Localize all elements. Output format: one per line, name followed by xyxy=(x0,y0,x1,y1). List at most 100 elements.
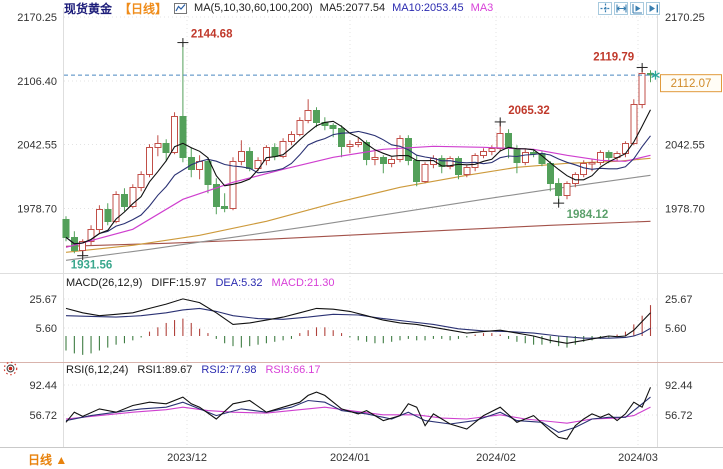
rsi-panel xyxy=(65,387,652,440)
candle-body xyxy=(555,182,563,196)
candle-body xyxy=(621,142,629,154)
x-axis-label: 2024/03 xyxy=(618,452,658,464)
ma200-line xyxy=(65,220,651,247)
chart-toolbar xyxy=(598,2,660,15)
candle-body xyxy=(454,157,462,175)
scroll-play-icon[interactable] xyxy=(630,2,644,15)
candle-body xyxy=(146,146,153,175)
candle-body xyxy=(137,173,145,188)
candle-body xyxy=(354,141,362,145)
axis-tick-label: 92.44 xyxy=(29,380,57,392)
candle-body xyxy=(630,103,638,144)
candle-body xyxy=(463,166,471,175)
candle-body xyxy=(605,151,613,158)
axis-tick-label: 25.67 xyxy=(665,294,693,306)
ma30-value-truncated: MA3 xyxy=(470,2,494,14)
rsi2-value: RSI2:77.98 xyxy=(201,364,257,376)
axis-tick-label: 2170.25 xyxy=(17,12,57,24)
price-annotation: 1931.56 xyxy=(71,260,113,272)
candle-body xyxy=(496,132,504,149)
period-selector[interactable]: 日线 ▲ xyxy=(28,453,68,467)
rsi-header: RSI(6,12,24) RSI1:89.67 RSI2:77.98 RSI3:… xyxy=(66,364,321,376)
candle-body xyxy=(246,150,254,169)
last-price-value: 2112.07 xyxy=(671,78,712,90)
candle-body xyxy=(588,161,596,165)
candle-body xyxy=(62,218,70,238)
axis-tick-label: 2042.55 xyxy=(17,140,57,152)
macd-title: MACD(26,12,9) xyxy=(66,277,143,289)
candle-body xyxy=(379,156,387,164)
price-annotation: 2065.32 xyxy=(508,105,550,117)
candle-body xyxy=(212,183,220,207)
slow-ma-lines xyxy=(65,157,651,261)
axis-tick-label: 1978.70 xyxy=(17,204,57,216)
rsi3-line xyxy=(65,406,651,424)
rsi1-line xyxy=(65,387,652,440)
candle-body xyxy=(129,186,137,207)
fast-ma-lines xyxy=(65,109,651,248)
candle-body xyxy=(563,182,571,196)
last-price-box xyxy=(660,74,722,93)
candle-body xyxy=(388,158,396,164)
candle-body xyxy=(480,150,487,156)
candle-body xyxy=(304,109,312,121)
axis-tick-label: 1978.70 xyxy=(665,204,705,216)
candle-body xyxy=(346,143,354,147)
gridlines: 2170.25 2170.25 2106.40 2042.55 2042.55 1978.… xyxy=(17,12,705,452)
macd-macd-value: MACD:21.30 xyxy=(271,277,335,289)
ma10-line xyxy=(65,130,651,245)
crosshair-icon[interactable] xyxy=(598,2,612,15)
price-annotation: 1984.12 xyxy=(567,209,609,221)
axis-tick-label: 2170.25 xyxy=(665,12,705,24)
jump-end-icon[interactable] xyxy=(646,2,660,15)
axis-tick-label: 2106.40 xyxy=(17,76,57,88)
axis-tick-label: 92.44 xyxy=(665,380,693,392)
candle-body xyxy=(313,109,320,123)
macd-diff-line xyxy=(65,298,651,344)
candle-body xyxy=(287,133,295,142)
candle-body xyxy=(638,72,646,105)
macd-dea-line xyxy=(65,307,651,339)
candle-body xyxy=(179,115,187,158)
candle-body xyxy=(296,119,304,135)
candle-body xyxy=(79,240,87,251)
axis-tick-label: 2042.55 xyxy=(665,140,705,152)
fit-width-icon[interactable] xyxy=(614,2,628,15)
candle-body xyxy=(262,146,270,161)
candle-body xyxy=(329,124,337,129)
candle-body xyxy=(221,205,229,209)
live-indicator-icon xyxy=(2,360,19,382)
axis-tick-label: 56.72 xyxy=(665,410,693,422)
axis-tick-label: 25.67 xyxy=(29,294,57,306)
candle-body xyxy=(87,228,95,242)
candle-body xyxy=(580,162,588,175)
x-axis-label: 2023/12 xyxy=(167,452,207,464)
candle-body xyxy=(162,142,170,153)
time-axis-bar: 日线 ▲ 2023/12 2024/01 2024/02 2024/03 xyxy=(0,447,723,469)
candlestick-series xyxy=(62,42,654,256)
rsi3-value: RSI3:66.17 xyxy=(265,364,321,376)
last-price-group: 2112.07 xyxy=(64,70,722,93)
x-axis-label: 2024/02 xyxy=(476,452,516,464)
candle-body xyxy=(254,159,262,169)
ma5-value: MA5:2077.54 xyxy=(319,2,386,14)
ma-settings-label: MA(5,10,30,60,100,200) xyxy=(194,2,313,14)
axis-tick-label: 5.60 xyxy=(36,323,57,335)
price-annotations: 2144.68 1931.56 2065.32 1984.12 2119.79 xyxy=(71,29,648,272)
candle-body xyxy=(338,127,346,147)
candle-body xyxy=(120,193,128,207)
rsi1-value: RSI1:89.67 xyxy=(137,364,193,376)
latest-tick-marker-icon xyxy=(651,72,660,79)
candle-body xyxy=(371,156,379,160)
rsi2-line xyxy=(65,396,651,433)
candle-body xyxy=(413,159,421,182)
candle-body xyxy=(279,140,287,157)
candle-body xyxy=(187,156,195,170)
ma10-value: MA10:2053.45 xyxy=(392,2,464,14)
candle-body xyxy=(154,142,162,148)
macd-diff-value: DIFF:15.97 xyxy=(151,277,207,289)
candle-body xyxy=(421,163,429,182)
indicator-chart-icon[interactable] xyxy=(174,2,188,14)
